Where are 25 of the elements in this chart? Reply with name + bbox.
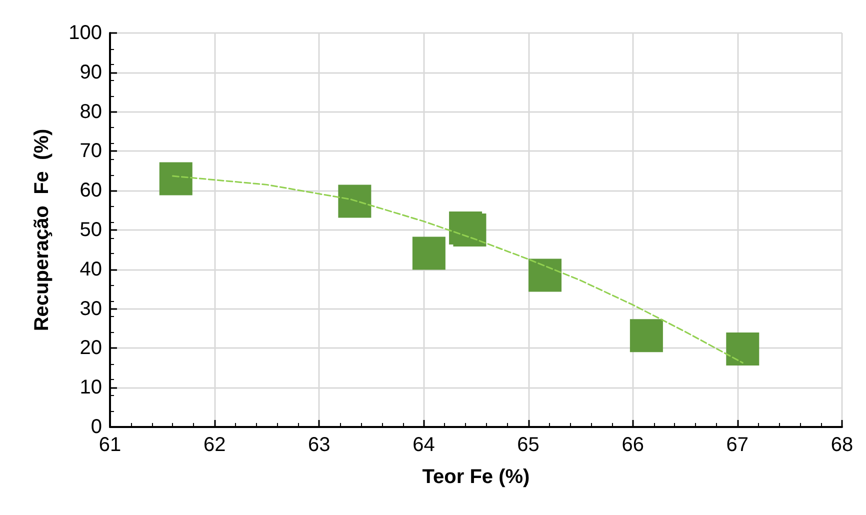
y-tick-label: 10 bbox=[80, 376, 102, 399]
x-tick-label: 65 bbox=[517, 434, 540, 456]
y-tick-label: 100 bbox=[68, 22, 102, 44]
y-tick-label: 70 bbox=[80, 140, 102, 162]
x-tick-label: 63 bbox=[308, 434, 330, 456]
x-tick-label: 67 bbox=[726, 434, 749, 456]
point bbox=[726, 332, 760, 366]
point bbox=[412, 236, 446, 270]
y-axis-title: Recuperação Fe (%) bbox=[31, 128, 53, 332]
y-tick-label: 30 bbox=[80, 298, 102, 320]
y-tick-label: 80 bbox=[80, 100, 102, 123]
y-tick-label: 50 bbox=[80, 219, 102, 241]
x-tick-label: 62 bbox=[203, 434, 226, 456]
x-tick-label: 66 bbox=[622, 434, 644, 456]
y-tick-label: 20 bbox=[80, 337, 102, 360]
x-tick-label: 64 bbox=[412, 434, 435, 456]
point bbox=[159, 162, 192, 196]
point bbox=[338, 184, 372, 218]
x-axis-title: Teor Fe (%) bbox=[422, 466, 530, 488]
y-tick-label: 40 bbox=[80, 258, 102, 280]
x-tick-label: 68 bbox=[830, 434, 854, 456]
point bbox=[630, 319, 663, 352]
y-tick-label: 60 bbox=[80, 180, 102, 202]
point bbox=[528, 258, 562, 292]
y-tick-label: 90 bbox=[80, 61, 102, 84]
